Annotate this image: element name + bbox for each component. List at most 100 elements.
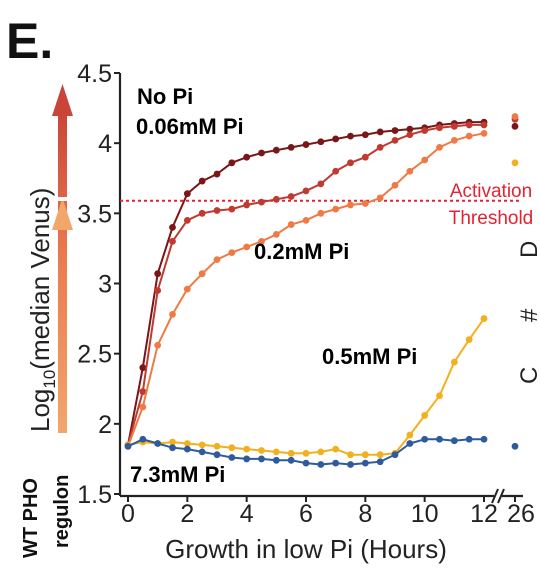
data-point xyxy=(347,461,354,468)
cropped-right-label: D # C xyxy=(516,241,540,384)
data-point xyxy=(169,223,176,231)
data-point xyxy=(243,243,251,251)
data-point xyxy=(480,315,488,322)
data-point xyxy=(154,270,162,278)
data-point xyxy=(376,194,384,202)
data-point xyxy=(302,459,310,467)
series-line xyxy=(127,132,485,447)
data-point xyxy=(213,451,221,459)
data-point xyxy=(436,124,443,132)
data-point xyxy=(124,442,132,450)
data-point xyxy=(406,440,414,447)
data-point xyxy=(228,205,236,213)
data-point xyxy=(228,249,236,257)
data-point xyxy=(183,285,191,293)
data-point xyxy=(465,336,473,344)
data-point xyxy=(213,207,221,214)
y-tick-label: 2.5 xyxy=(77,341,112,369)
x-tick-label: 4 xyxy=(240,500,254,528)
axis-break-mark xyxy=(491,488,499,504)
data-point xyxy=(332,167,340,175)
data-point xyxy=(361,131,369,139)
data-point xyxy=(436,435,443,443)
data-point xyxy=(406,125,414,133)
data-point xyxy=(302,216,310,224)
data-point xyxy=(421,156,429,164)
data-point xyxy=(183,190,191,198)
data-point xyxy=(406,131,414,139)
data-point xyxy=(317,180,325,188)
data-point xyxy=(198,209,206,217)
data-point xyxy=(347,201,354,209)
data-point xyxy=(228,454,236,461)
svg-text:D: D xyxy=(516,241,540,258)
data-point-26h xyxy=(511,159,519,167)
y-tick-label: 4 xyxy=(98,130,112,158)
data-point xyxy=(450,358,458,366)
data-point xyxy=(139,403,147,411)
y-tick-label: 3.5 xyxy=(77,200,112,228)
data-point xyxy=(450,437,458,445)
x-tick-label: 6 xyxy=(299,500,313,528)
data-point xyxy=(302,449,310,457)
data-point xyxy=(183,216,191,224)
data-point xyxy=(272,448,280,456)
data-point xyxy=(139,388,147,395)
data-point xyxy=(287,449,295,457)
data-point-26h xyxy=(511,442,519,450)
data-point xyxy=(317,138,325,146)
data-point xyxy=(465,132,473,140)
axis-break-mark xyxy=(497,488,505,504)
data-point xyxy=(169,438,176,446)
data-point xyxy=(347,159,354,167)
svg-text:#: # xyxy=(516,308,540,322)
data-point xyxy=(347,451,354,459)
x-tick-label: 10 xyxy=(411,500,439,528)
x-tick-label: 26 xyxy=(507,500,535,528)
data-point-26h xyxy=(511,113,519,120)
data-point xyxy=(332,135,340,143)
data-point xyxy=(480,129,488,137)
data-point xyxy=(258,238,265,245)
data-point xyxy=(272,230,280,238)
data-point xyxy=(450,136,458,144)
data-point xyxy=(391,451,399,459)
y-tick-label: 4.5 xyxy=(77,60,112,88)
side-label-regulon: regulon xyxy=(51,475,73,548)
data-point xyxy=(317,209,325,217)
data-point xyxy=(258,149,265,157)
threshold-label-line2: Threshold xyxy=(449,208,534,229)
series-line xyxy=(127,123,484,446)
data-point xyxy=(361,153,369,161)
series-label-0-5mm: 0.5mM Pi xyxy=(322,344,417,369)
data-point xyxy=(198,441,206,449)
series-label-0-2mm: 0.2mM Pi xyxy=(254,239,349,264)
data-point xyxy=(406,167,414,175)
data-point xyxy=(480,121,488,129)
data-point xyxy=(376,143,384,151)
data-point xyxy=(436,392,443,400)
data-point xyxy=(287,456,295,464)
data-point xyxy=(480,435,488,443)
y-axis-label: Log10(median Venus) xyxy=(25,188,59,432)
svg-text:C: C xyxy=(516,367,540,384)
data-point xyxy=(213,170,221,178)
data-point xyxy=(406,431,414,439)
data-point xyxy=(213,442,221,450)
data-point xyxy=(421,127,429,134)
side-label-wt-pho: WT PHO xyxy=(20,478,42,558)
x-axis-label: Growth in low Pi (Hours) xyxy=(165,534,447,564)
data-point xyxy=(450,122,458,130)
data-point xyxy=(198,177,206,185)
data-point xyxy=(317,448,325,456)
axes: 1.5 2 2.5 3 3.5 4 4.5 0 2 4 6 8 10 12 26 xyxy=(77,60,535,528)
data-point xyxy=(243,445,251,453)
data-point xyxy=(376,458,384,466)
data-point xyxy=(391,127,399,134)
data-point xyxy=(376,451,384,459)
x-tick-label: 2 xyxy=(180,500,194,528)
y-tick-label: 1.5 xyxy=(77,481,112,509)
data-point xyxy=(272,195,280,203)
x-tick-label: 0 xyxy=(121,500,135,528)
